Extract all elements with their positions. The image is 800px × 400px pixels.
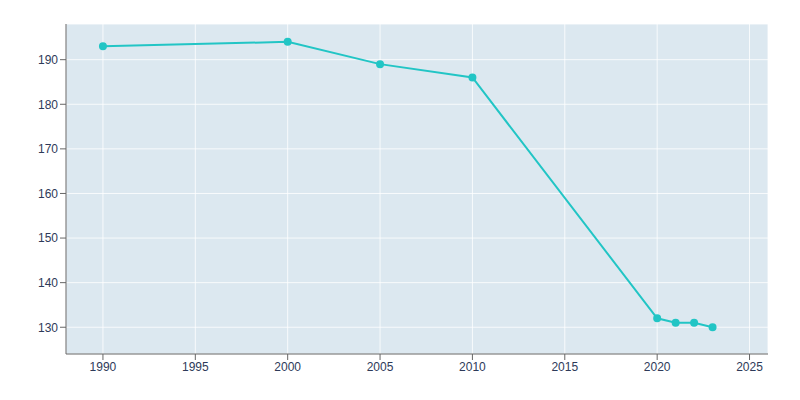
svg-text:160: 160 (38, 187, 58, 201)
svg-text:2010: 2010 (459, 360, 486, 374)
svg-text:140: 140 (38, 276, 58, 290)
svg-text:1990: 1990 (90, 360, 117, 374)
svg-text:2015: 2015 (551, 360, 578, 374)
svg-text:130: 130 (38, 321, 58, 335)
svg-text:2005: 2005 (367, 360, 394, 374)
svg-text:2020: 2020 (644, 360, 671, 374)
svg-text:170: 170 (38, 142, 58, 156)
svg-text:150: 150 (38, 231, 58, 245)
svg-text:190: 190 (38, 53, 58, 67)
svg-text:180: 180 (38, 98, 58, 112)
svg-text:1995: 1995 (182, 360, 209, 374)
svg-text:2025: 2025 (736, 360, 763, 374)
svg-text:2000: 2000 (274, 360, 301, 374)
